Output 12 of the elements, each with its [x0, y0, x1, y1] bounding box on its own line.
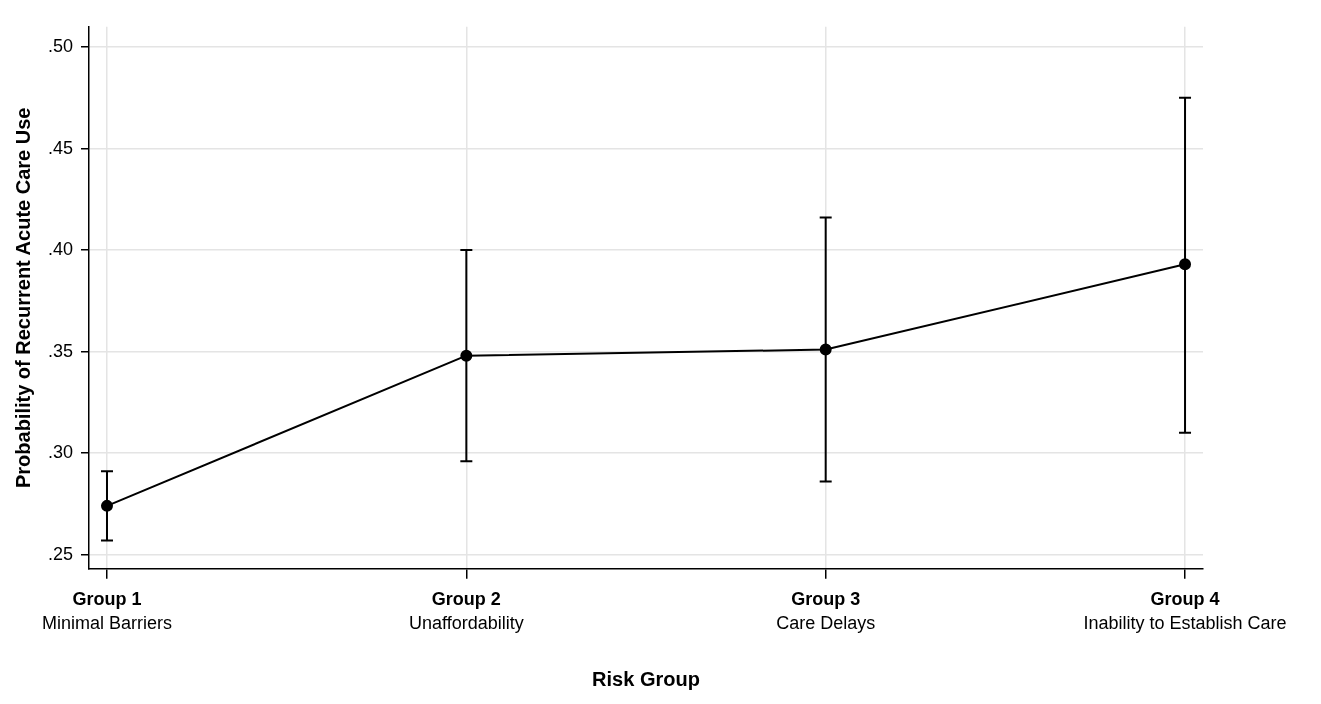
y-tick-label: .25	[47, 543, 74, 564]
y-tick-label: .35	[47, 340, 74, 361]
x-tick-label: Group 4 Inability to Establish Care	[1083, 588, 1287, 633]
x-tick-label: Group 1 Minimal Barriers	[41, 588, 173, 633]
x-tick-label: Group 3 Care Delays	[776, 588, 876, 633]
x-axis-title: Risk Group	[592, 667, 700, 690]
y-axis-title: Probability of Recurrent Acute Care Use	[11, 107, 34, 489]
y-tick-label: .50	[47, 36, 74, 57]
y-tick-label: .45	[47, 137, 74, 158]
y-tick-label: .40	[47, 239, 74, 260]
x-tick-label: Group 2 Unaffordability	[408, 588, 524, 633]
y-tick-label: .30	[47, 442, 74, 463]
